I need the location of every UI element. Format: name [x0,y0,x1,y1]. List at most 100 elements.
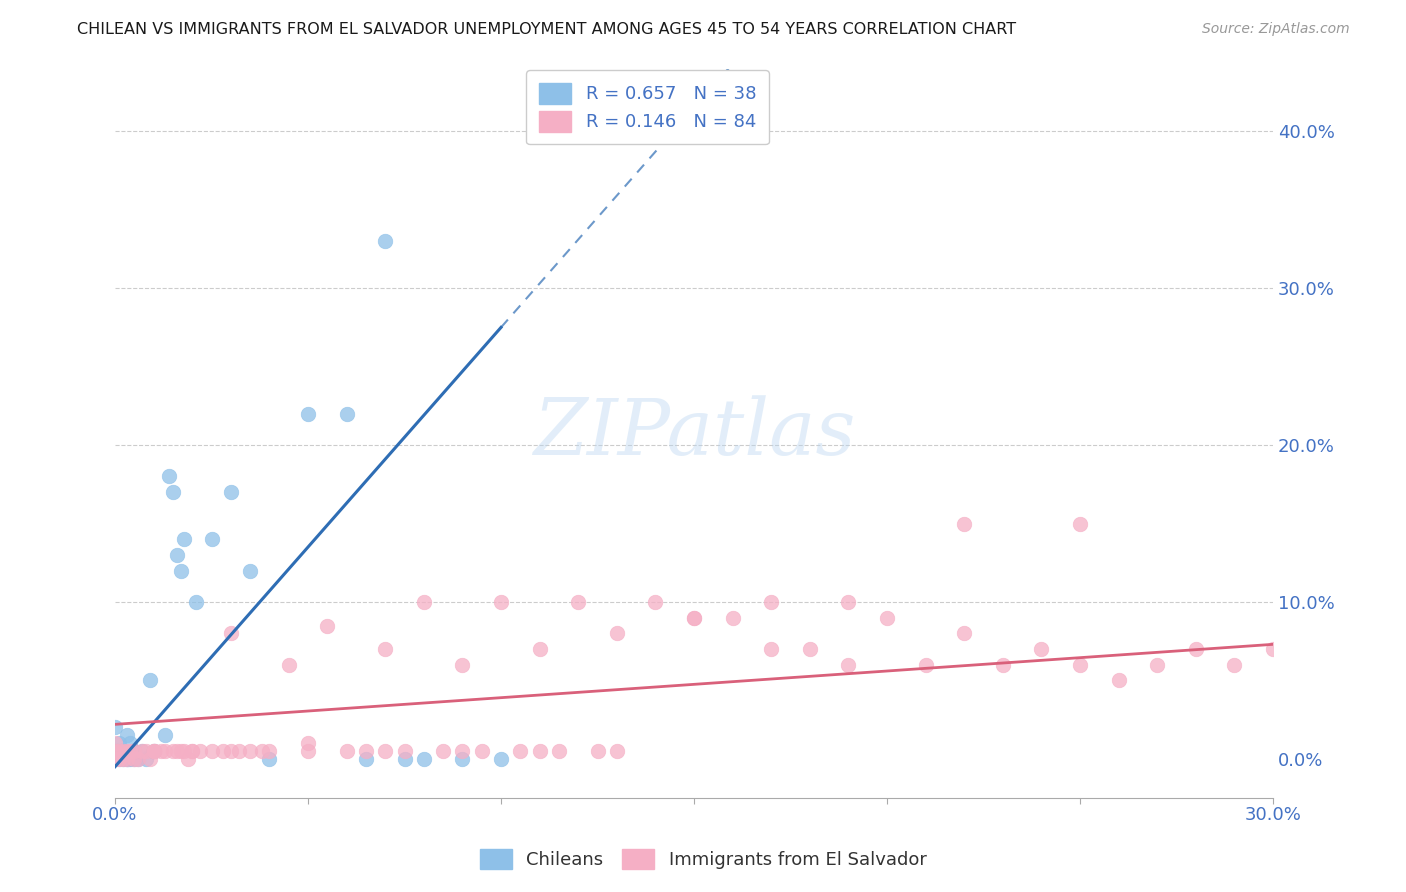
Point [451,752,474,766]
Point [139,673,162,688]
Point [644,595,666,609]
Point [188,744,211,758]
Point [394,752,416,766]
Point [108,752,131,766]
Text: CHILEAN VS IMMIGRANTS FROM EL SALVADOR UNEMPLOYMENT AMONG AGES 45 TO 54 YEARS CO: CHILEAN VS IMMIGRANTS FROM EL SALVADOR U… [77,22,1017,37]
Text: Source: ZipAtlas.com: Source: ZipAtlas.com [1202,22,1350,37]
Point [173,532,195,546]
Point [139,752,162,766]
Point [135,752,157,766]
Point [876,610,898,624]
Point [108,736,131,750]
Point [200,744,222,758]
Point [104,752,127,766]
Point [316,618,339,632]
Point [837,595,859,609]
Point [432,744,454,758]
Point [111,744,134,758]
Point [108,752,131,766]
Point [412,595,434,609]
Point [1146,657,1168,672]
Point [509,744,531,758]
Point [239,564,262,578]
Point [250,744,273,758]
Point [181,744,204,758]
Point [115,744,138,758]
Point [115,752,138,766]
Point [297,744,319,758]
Point [953,626,976,640]
Point [142,744,165,758]
Point [451,657,474,672]
Point [153,744,176,758]
Point [239,744,262,758]
Point [1261,642,1284,657]
Point [120,744,142,758]
Point [124,744,146,758]
Text: ZIPatlas: ZIPatlas [533,395,855,472]
Point [177,752,200,766]
Point [471,744,494,758]
Point [108,744,131,758]
Point [297,407,319,421]
Text: 30.0%: 30.0% [1244,806,1302,824]
Point [219,626,242,640]
Point [111,744,134,758]
Point [169,564,191,578]
Point [1223,657,1246,672]
Point [837,657,859,672]
Point [374,744,396,758]
Point [181,744,204,758]
Text: 0.0%: 0.0% [93,806,138,824]
Point [1069,657,1091,672]
Point [297,736,319,750]
Point [799,642,821,657]
Point [489,752,512,766]
Point [606,626,628,640]
Point [219,744,242,758]
Point [157,469,180,483]
Point [219,485,242,500]
Point [120,736,142,750]
Point [124,744,146,758]
Point [115,728,138,742]
Point [184,595,207,609]
Point [104,744,127,758]
Point [104,744,127,758]
Point [131,744,153,758]
Point [142,744,165,758]
Point [953,516,976,531]
Point [761,595,783,609]
Point [914,657,936,672]
Point [259,752,281,766]
Point [173,744,195,758]
Point [567,595,589,609]
Point [412,752,434,766]
Point [135,744,157,758]
Point [259,744,281,758]
Point [169,744,191,758]
Point [1185,642,1208,657]
Point [336,407,359,421]
Point [124,752,146,766]
Point [489,595,512,609]
Point [606,744,628,758]
Point [142,744,165,758]
Point [548,744,571,758]
Point [124,752,146,766]
Point [127,752,149,766]
Point [277,657,299,672]
Point [131,744,153,758]
Point [200,532,222,546]
Legend: Chileans, Immigrants from El Salvador: Chileans, Immigrants from El Salvador [471,839,935,879]
Point [586,744,609,758]
Point [153,728,176,742]
Point [721,610,744,624]
Point [104,736,127,750]
Point [115,752,138,766]
Point [1031,642,1053,657]
Point [120,752,142,766]
Point [166,548,188,562]
Point [354,752,377,766]
Point [166,744,188,758]
